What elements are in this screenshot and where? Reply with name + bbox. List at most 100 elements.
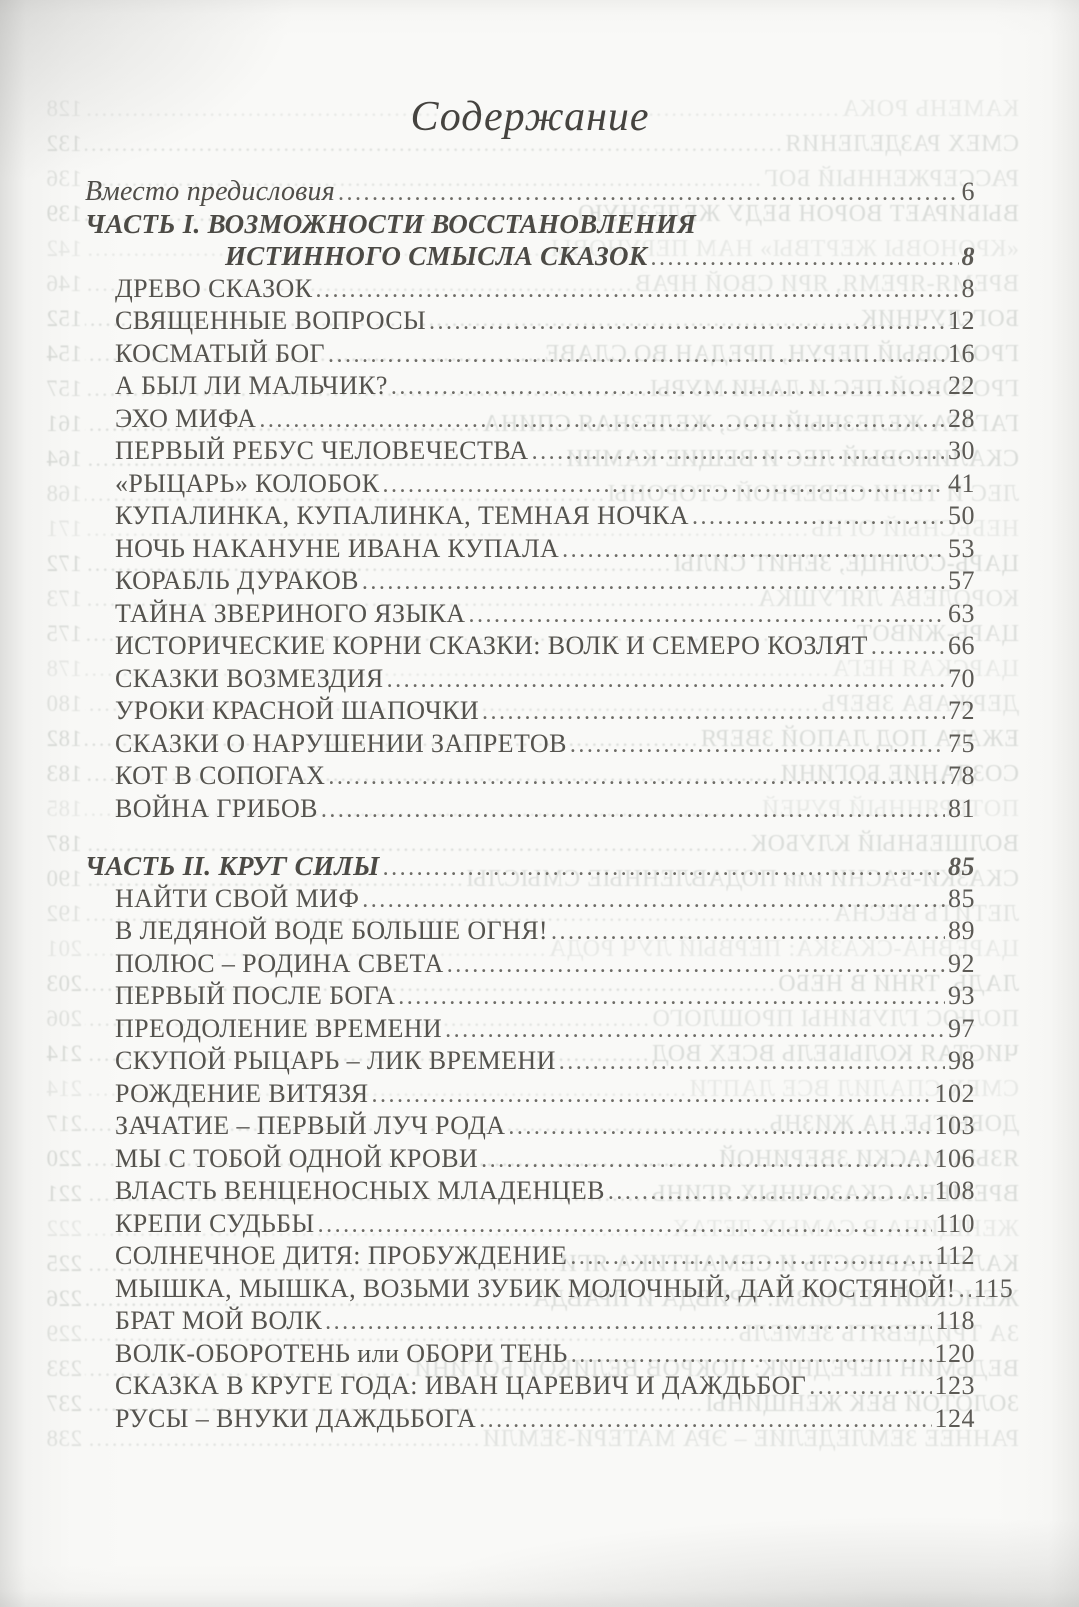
dotted-leader bbox=[387, 664, 945, 694]
dotted-leader bbox=[318, 1209, 933, 1239]
toc-entry-label: ПОЛЮС – РОДИНА СВЕТА bbox=[115, 948, 444, 978]
toc-entry: СКАЗКИ О НАРУШЕНИИ ЗАПРЕТОВ 75 bbox=[85, 729, 975, 762]
toc-entry: МЫШКА, МЫШКА, ВОЗЬМИ ЗУБИК МОЛОЧНЫЙ, ДАЙ… bbox=[85, 1273, 1013, 1307]
toc-entry-label: КОСМАТЫЙ БОГ bbox=[115, 338, 325, 368]
toc-entry-page: 108 bbox=[934, 1176, 975, 1205]
toc-entry: ТАЙНА ЗВЕРИНОГО ЯЗЫКА 63 bbox=[85, 599, 975, 632]
dotted-leader bbox=[809, 1371, 931, 1401]
part1-heading-text-line1: ЧАСТЬ I. ВОЗМОЖНОСТИ ВОССТАНОВЛЕНИЯ bbox=[85, 208, 697, 239]
dotted-leader bbox=[562, 534, 945, 564]
toc-entry-label: ВОЙНА ГРИБОВ bbox=[115, 793, 318, 823]
bleedthrough-line-page: 157 bbox=[46, 376, 82, 401]
toc-entry-label: НОЧЬ НАКАНУНЕ ИВАНА КУПАЛА bbox=[115, 533, 560, 563]
toc-entry-label: ИСТОРИЧЕСКИЕ КОРНИ СКАЗКИ: ВОЛК И СЕМЕРО… bbox=[115, 631, 868, 660]
bleedthrough-line-page: 164 bbox=[46, 446, 82, 471]
toc-entry: СКАЗКА В КРУГЕ ГОДА: ИВАН ЦАРЕВИЧ И ДАЖД… bbox=[85, 1371, 975, 1404]
dotted-leader bbox=[259, 404, 945, 434]
toc-entry: ЗАЧАТИЕ – ПЕРВЫЙ ЛУЧ РОДА 103 bbox=[85, 1111, 975, 1144]
toc-entry-label: БРАТ МОЙ ВОЛК bbox=[115, 1306, 323, 1335]
toc-entry-label: УРОКИ КРАСНОЙ ШАПОЧКИ bbox=[115, 696, 480, 725]
bleedthrough-line-page: 190 bbox=[46, 866, 82, 891]
toc-entry-page: 72 bbox=[948, 696, 975, 725]
bleedthrough-line-page: 220 bbox=[46, 1146, 82, 1171]
bleedthrough-line-page: 214 bbox=[46, 1041, 82, 1066]
toc-entry-page: 81 bbox=[948, 793, 975, 823]
toc-entry-label: ТАЙНА ЗВЕРИНОГО ЯЗЫКА bbox=[115, 598, 466, 628]
toc-entry: ЭХО МИФА 28 bbox=[85, 404, 975, 437]
bleedthrough-line-page: 203 bbox=[46, 971, 82, 996]
dotted-leader bbox=[315, 274, 958, 304]
dotted-leader bbox=[959, 1274, 971, 1304]
dotted-leader bbox=[383, 852, 945, 882]
toc-entry-label: МЫ С ТОБОЙ ОДНОЙ КРОВИ bbox=[115, 1143, 479, 1173]
bleedthrough-line-page: 233 bbox=[46, 1356, 82, 1381]
toc-entry-page: 93 bbox=[948, 981, 975, 1010]
toc-entry-page: 85 bbox=[948, 883, 975, 913]
dotted-leader bbox=[481, 1144, 931, 1174]
toc-entry-page: 22 bbox=[948, 371, 975, 400]
dotted-leader bbox=[328, 761, 945, 791]
bleedthrough-line-page: 217 bbox=[46, 1111, 82, 1136]
toc-entry-label: РОЖДЕНИЕ ВИТЯЗЯ bbox=[115, 1078, 369, 1108]
toc-preface-page: 6 bbox=[961, 177, 975, 206]
dotted-leader bbox=[479, 1404, 931, 1434]
dotted-leader bbox=[570, 1241, 932, 1271]
bleedthrough-line-page: 183 bbox=[46, 761, 82, 786]
bleedthrough-line-page: 154 bbox=[46, 341, 82, 366]
toc-entry-label: ВОЛК-ОБОРОТЕНЬ или ОБОРИ ТЕНЬ bbox=[115, 1338, 568, 1368]
toc-entry: МЫ С ТОБОЙ ОДНОЙ КРОВИ 106 bbox=[85, 1144, 975, 1177]
toc-entry: СВЯЩЕННЫЕ ВОПРОСЫ 12 bbox=[85, 306, 975, 339]
toc-entry: УРОКИ КРАСНОЙ ШАПОЧКИ 72 bbox=[85, 696, 975, 729]
toc-entry-label: МЫШКА, МЫШКА, ВОЗЬМИ ЗУБИК МОЛОЧНЫЙ, ДАЙ… bbox=[115, 1273, 956, 1303]
toc-entry-label: КОТ В СОПОГАХ bbox=[115, 761, 326, 790]
toc-entry-label: СВЯЩЕННЫЕ ВОПРОСЫ bbox=[115, 306, 427, 335]
toc-entry-label: СКАЗКА В КРУГЕ ГОДА: ИВАН ЦАРЕВИЧ И ДАЖД… bbox=[115, 1371, 807, 1400]
toc-entry-label: А БЫЛ ЛИ МАЛЬЧИК? bbox=[115, 371, 388, 400]
bleedthrough-line-page: 187 bbox=[46, 831, 82, 856]
dotted-leader bbox=[445, 1014, 945, 1044]
toc-entry-label: СКАЗКИ О НАРУШЕНИИ ЗАПРЕТОВ bbox=[115, 728, 567, 758]
bleedthrough-line-page: 222 bbox=[46, 1216, 82, 1241]
toc-entry-page: 98 bbox=[948, 1046, 975, 1075]
part1-heading-line1: ЧАСТЬ I. ВОЗМОЖНОСТИ ВОССТАНОВЛЕНИЯ bbox=[85, 209, 975, 242]
toc-entry: НОЧЬ НАКАНУНЕ ИВАНА КУПАЛА 53 bbox=[85, 534, 975, 567]
part1-heading-line2: ИСТИННОГО СМЫСЛА СКАЗОК 8 bbox=[85, 241, 975, 274]
toc-entry-page: 75 bbox=[948, 728, 975, 758]
toc-preface-row: Вместо предисловия 6 bbox=[85, 176, 975, 209]
toc-entry-page: 66 bbox=[948, 631, 975, 660]
bleedthrough-line-page: 201 bbox=[46, 936, 82, 961]
toc-entry: РУСЫ – ВНУКИ ДАЖДЬБОГА 124 bbox=[85, 1404, 975, 1437]
toc-entry-page: 106 bbox=[934, 1143, 975, 1173]
toc-entry-label: КОРАБЛЬ ДУРАКОВ bbox=[115, 566, 359, 595]
bleedthrough-line-page: 225 bbox=[46, 1251, 82, 1276]
dotted-leader bbox=[532, 436, 945, 466]
bleedthrough-line-page: 168 bbox=[46, 481, 82, 506]
bleedthrough-line-page: 229 bbox=[46, 1321, 82, 1346]
toc-content: Содержание Вместо предисловия 6 ЧАСТЬ I.… bbox=[85, 92, 1013, 1437]
part1-entries: ДРЕВО СКАЗОК 8 СВЯЩЕННЫЕ ВОПРОСЫ 12 КОСМ… bbox=[85, 274, 975, 827]
dotted-leader bbox=[362, 566, 945, 596]
toc-entry-page: 89 bbox=[948, 916, 975, 945]
bleedthrough-line-page: 182 bbox=[46, 726, 82, 751]
toc-entry-label: «РЫЦАРЬ» КОЛОБОК bbox=[115, 468, 380, 498]
part2-entries: НАЙТИ СВОЙ МИФ 85 В ЛЕДЯНОЙ ВОДЕ БОЛЬШЕ … bbox=[85, 884, 1013, 1437]
bleedthrough-line-page: 206 bbox=[46, 1006, 82, 1031]
bleedthrough-line-page: 214 bbox=[46, 1076, 82, 1101]
bleedthrough-line-page: 237 bbox=[46, 1391, 82, 1416]
toc-entry: КОТ В СОПОГАХ 78 bbox=[85, 761, 975, 794]
dotted-leader bbox=[468, 599, 945, 629]
dotted-leader bbox=[692, 501, 945, 531]
dotted-leader bbox=[570, 729, 945, 759]
dotted-leader bbox=[391, 371, 945, 401]
bleedthrough-line-page: 136 bbox=[46, 166, 82, 191]
bleedthrough-line-page: 226 bbox=[46, 1286, 82, 1311]
dotted-leader bbox=[447, 949, 945, 979]
toc-entry-page: 12 bbox=[948, 306, 975, 335]
bleedthrough-line-page: 178 bbox=[46, 656, 82, 681]
toc-entry-page: 57 bbox=[948, 566, 975, 595]
dotted-leader bbox=[325, 1306, 932, 1336]
toc-entry: НАЙТИ СВОЙ МИФ 85 bbox=[85, 884, 975, 917]
toc-entry: КОСМАТЫЙ БОГ 16 bbox=[85, 339, 975, 372]
toc-entry: ИСТОРИЧЕСКИЕ КОРНИ СКАЗКИ: ВОЛК И СЕМЕРО… bbox=[85, 631, 975, 664]
